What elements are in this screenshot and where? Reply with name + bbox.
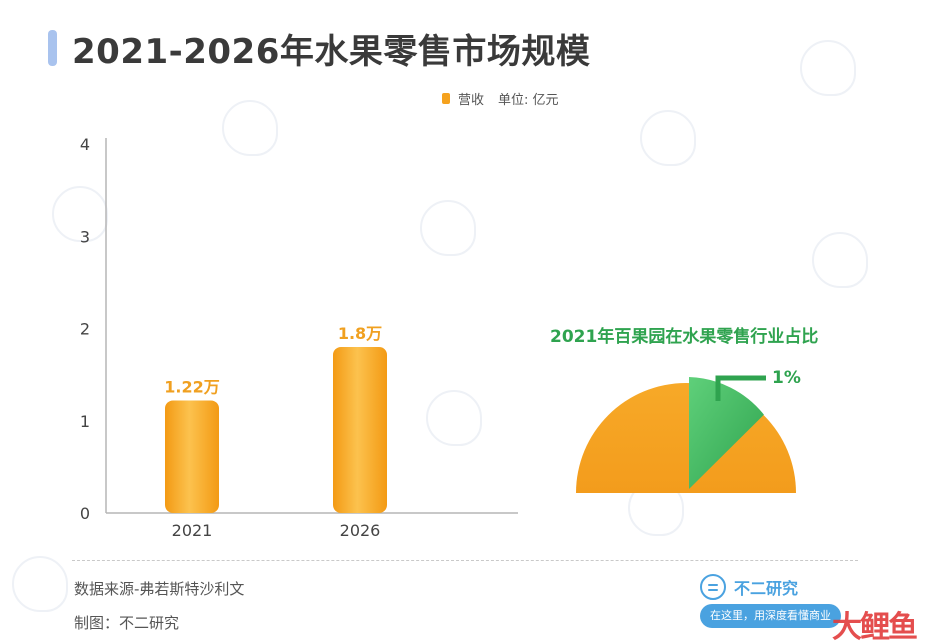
pie-slice-label: 1% (772, 368, 801, 388)
data-source-text: 数据来源-弗若斯特沙利文 (74, 580, 245, 598)
bar-2021 (165, 400, 219, 513)
legend-unit-label: 单位: 亿元 (498, 93, 559, 108)
title-accent-bar (48, 30, 57, 66)
bar-value-label: 1.8万 (338, 324, 382, 343)
page-title: 2021-2026年水果零售市场规模 (72, 32, 591, 72)
brand-icon (700, 574, 726, 600)
pie-leader-line (715, 375, 766, 401)
x-tick-label: 2021 (172, 521, 213, 540)
chart-legend: 营收 单位: 亿元 (442, 89, 559, 108)
y-tick-label: 0 (80, 504, 90, 523)
y-tick-label: 4 (80, 135, 90, 154)
pie-slice-highlight (689, 377, 764, 489)
maker-text: 制图：不二研究 (74, 614, 180, 632)
legend-series-label: 营收 (458, 93, 485, 108)
pie-base-half (576, 383, 796, 493)
pie-chart-title: 2021年百果园在水果零售行业占比 (550, 327, 819, 347)
corner-logo: 大鲤鱼 (832, 610, 918, 644)
y-tick-label: 3 (80, 227, 90, 246)
bar-value-label: 1.22万 (164, 377, 219, 396)
brand-name: 不二研究 (734, 579, 799, 598)
brand-slogan: 在这里，用深度看懂商业 (700, 604, 841, 628)
y-tick-label: 2 (80, 320, 90, 339)
x-tick-label: 2026 (340, 521, 381, 540)
bar-2026 (333, 346, 387, 513)
y-tick-label: 1 (80, 412, 90, 431)
footer-divider (72, 560, 858, 561)
legend-swatch (442, 93, 450, 104)
brand-logo: 不二研究 (700, 574, 798, 600)
